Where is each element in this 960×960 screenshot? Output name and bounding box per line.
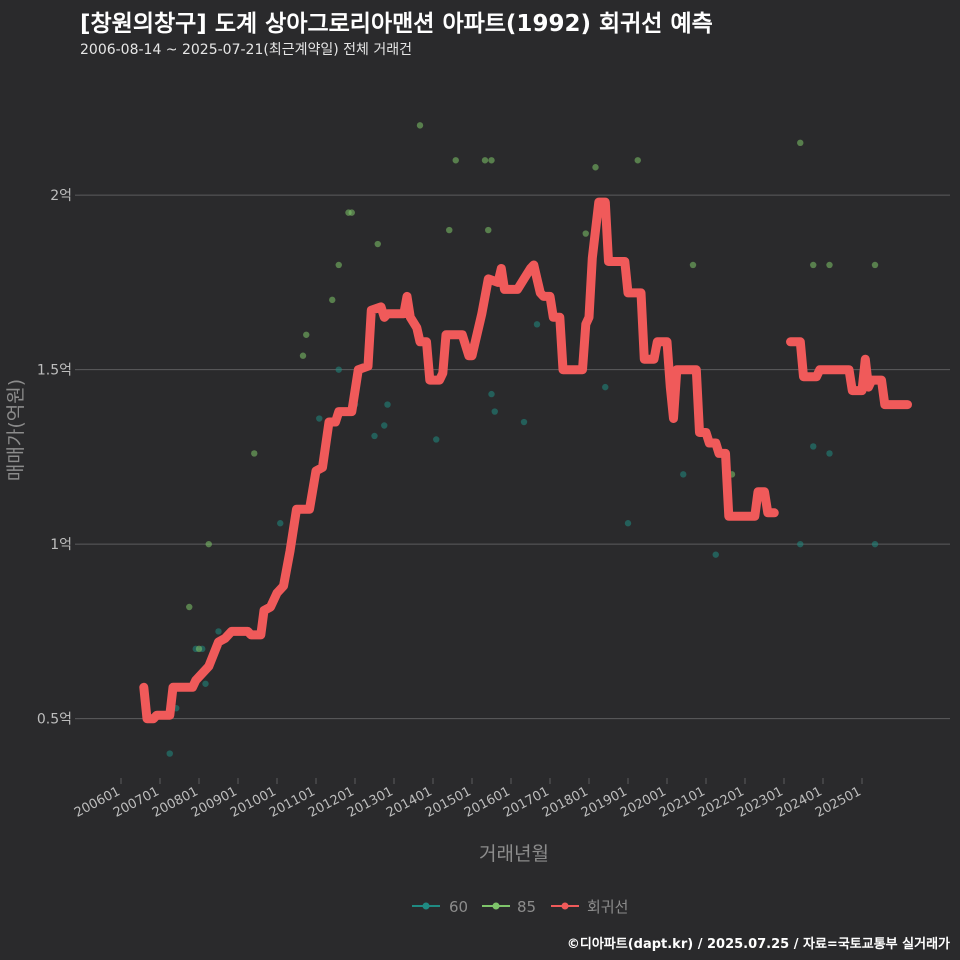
data-point-60 (520, 418, 528, 426)
data-point-60 (335, 366, 342, 373)
data-point-85 (485, 226, 492, 234)
data-point-60 (712, 551, 719, 558)
y-tick-label: 2억 (50, 188, 72, 204)
data-point-60 (371, 432, 378, 440)
y-tick-label: 1.5억 (37, 363, 72, 379)
regression-line (786, 337, 912, 410)
chart-title: [창원의창구] 도계 상아그로리아맨션 아파트(1992) 회귀선 예측 (80, 11, 713, 37)
data-point-85 (871, 261, 879, 269)
data-point-85 (826, 261, 833, 269)
data-point-85 (797, 139, 804, 147)
chart-subtitle: 2006-08-14 ~ 2025-07-21(최근계약일) 전체 거래건 (80, 42, 412, 58)
legend-label-regression: 회귀선 (587, 898, 628, 916)
data-point-60 (810, 443, 817, 450)
grid-lines (80, 194, 950, 720)
data-point-60 (277, 520, 284, 527)
data-point-60 (826, 450, 833, 457)
data-point-60 (384, 401, 391, 408)
data-point-85 (335, 261, 342, 269)
data-point-85 (251, 450, 258, 457)
y-tick-label: 0.5억 (37, 712, 72, 728)
legend: 60 85 회귀선 (412, 898, 628, 916)
legend-item-60: 60 (412, 898, 468, 916)
data-point-85 (348, 209, 355, 216)
legend-item-85: 85 (482, 898, 536, 916)
data-point-60 (797, 540, 804, 548)
data-point-85 (303, 331, 310, 338)
data-point-60 (624, 520, 632, 527)
data-point-85 (374, 240, 381, 248)
source-credit: ©디아파트(dapt.kr) / 2025.07.25 / 자료=국토교통부 실… (566, 937, 950, 952)
data-point-85 (810, 261, 817, 269)
axis-ticks: 0.5억1억1.5억2억2006012007012008012009012010… (37, 188, 864, 821)
data-point-85 (299, 352, 307, 359)
data-point-85 (195, 645, 203, 653)
data-point-85 (205, 540, 212, 548)
regression-lines (139, 197, 912, 724)
data-point-85 (488, 157, 495, 164)
data-point-60 (202, 680, 209, 687)
data-point-85 (329, 296, 336, 304)
data-point-85 (452, 157, 459, 164)
data-point-60 (433, 436, 440, 443)
data-point-85 (481, 157, 489, 164)
data-point-60 (602, 383, 609, 391)
data-point-60 (215, 628, 222, 635)
data-point-60 (680, 471, 687, 478)
data-point-85 (416, 122, 424, 129)
y-axis-title: 매매가(억원) (5, 379, 27, 481)
data-point-60 (166, 750, 173, 757)
legend-item-regression: 회귀선 (551, 898, 628, 916)
data-point-85 (634, 157, 641, 164)
data-point-60 (488, 390, 495, 398)
data-point-60 (316, 415, 323, 422)
data-point-85 (446, 226, 453, 234)
y-tick-label: 1억 (50, 537, 72, 553)
data-point-85 (186, 603, 193, 611)
scatter-points (166, 122, 879, 757)
legend-label-60: 60 (449, 898, 468, 916)
regression-line (139, 197, 779, 724)
data-point-85 (582, 230, 589, 237)
legend-label-85: 85 (517, 898, 536, 916)
data-point-60 (871, 540, 879, 548)
data-point-60 (533, 321, 541, 328)
data-point-85 (689, 261, 697, 269)
data-point-60 (491, 408, 498, 415)
data-point-60 (381, 422, 388, 429)
x-axis-title: 거래년월 (479, 843, 549, 865)
data-point-85 (592, 164, 599, 171)
